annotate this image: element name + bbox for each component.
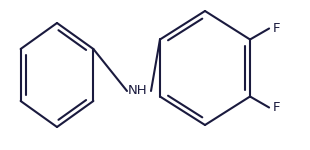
Text: F: F bbox=[272, 22, 280, 35]
Text: NH: NH bbox=[128, 84, 148, 98]
Text: F: F bbox=[272, 101, 280, 114]
